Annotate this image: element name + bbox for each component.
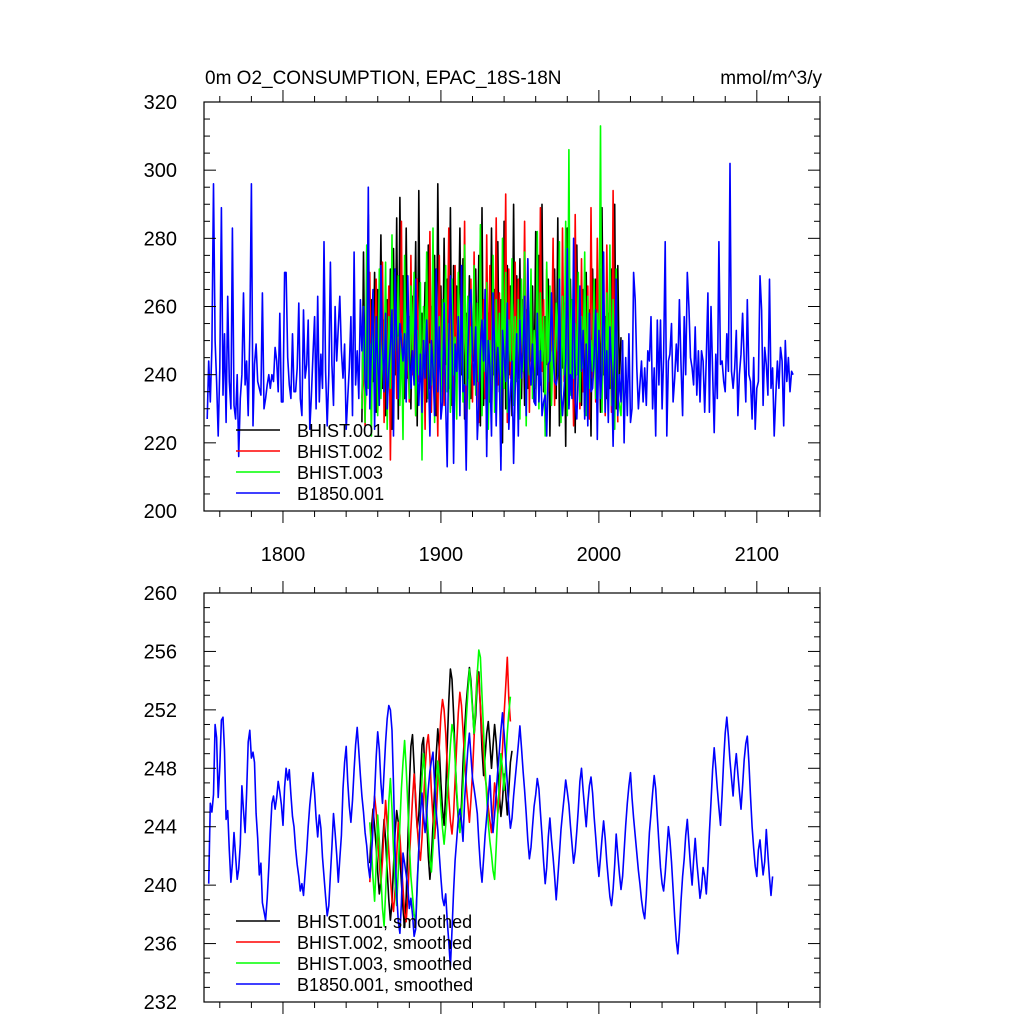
y-tick-label: 244 (144, 817, 177, 839)
x-tick-label: 2100 (735, 544, 780, 566)
y-tick-label: 256 (144, 641, 177, 663)
y-tick-label: 260 (144, 583, 177, 605)
panel-title: 0m O2_CONSUMPTION, EPAC_18S-18N (205, 68, 562, 89)
top-plot-area: 200 220 240 260 280 300 320 1800 1900 2000 2100 BHI… (144, 90, 821, 566)
x-tick-label: 1900 (419, 544, 464, 566)
y-tick-label: 240 (144, 875, 177, 897)
x-tick-label: 1800 (261, 544, 306, 566)
y-tick-label: 260 (144, 297, 177, 319)
series-line-b1850-001 (206, 162, 794, 471)
bottom-plot-area: 232 236 240 244 248 252 256 260 BHIST.001, smoot… (144, 581, 821, 1014)
y-tick-label: 232 (144, 992, 177, 1014)
units-label: mmol/m^3/y (720, 68, 822, 89)
y-tick-label: 240 (144, 365, 177, 387)
series-line-bhist-003-smoothed (369, 649, 512, 927)
y-tick-label: 248 (144, 758, 177, 780)
legend-entry: BHIST.001, smoothed (297, 912, 472, 932)
series-group (206, 125, 794, 471)
legend-entry: BHIST.002, smoothed (297, 933, 472, 953)
legend-entry: BHIST.003 (297, 463, 383, 483)
legend-entry: B1850.001, smoothed (297, 975, 473, 995)
y-tick-label: 280 (144, 228, 177, 250)
legend-entry: BHIST.001 (297, 421, 383, 441)
y-tick-label: 236 (144, 934, 177, 956)
y-tick-label: 220 (144, 433, 177, 455)
series-line-b1850-001-smoothed (207, 704, 774, 968)
legend-entry: BHIST.002 (297, 442, 383, 462)
y-tick-label: 320 (144, 92, 177, 114)
top-panel: 0m O2_CONSUMPTION, EPAC_18S-18N mmol/m^3… (144, 68, 823, 566)
y-tick-label: 200 (144, 501, 177, 523)
y-tick-label: 300 (144, 160, 177, 182)
bottom-panel: 232 236 240 244 248 252 256 260 BHIST.001, smoot… (144, 581, 821, 1014)
legend-entry: B1850.001 (297, 484, 384, 504)
legend-entry: BHIST.003, smoothed (297, 954, 472, 974)
y-tick-label: 252 (144, 700, 177, 722)
x-tick-label: 2000 (577, 544, 622, 566)
series-group (207, 649, 774, 968)
